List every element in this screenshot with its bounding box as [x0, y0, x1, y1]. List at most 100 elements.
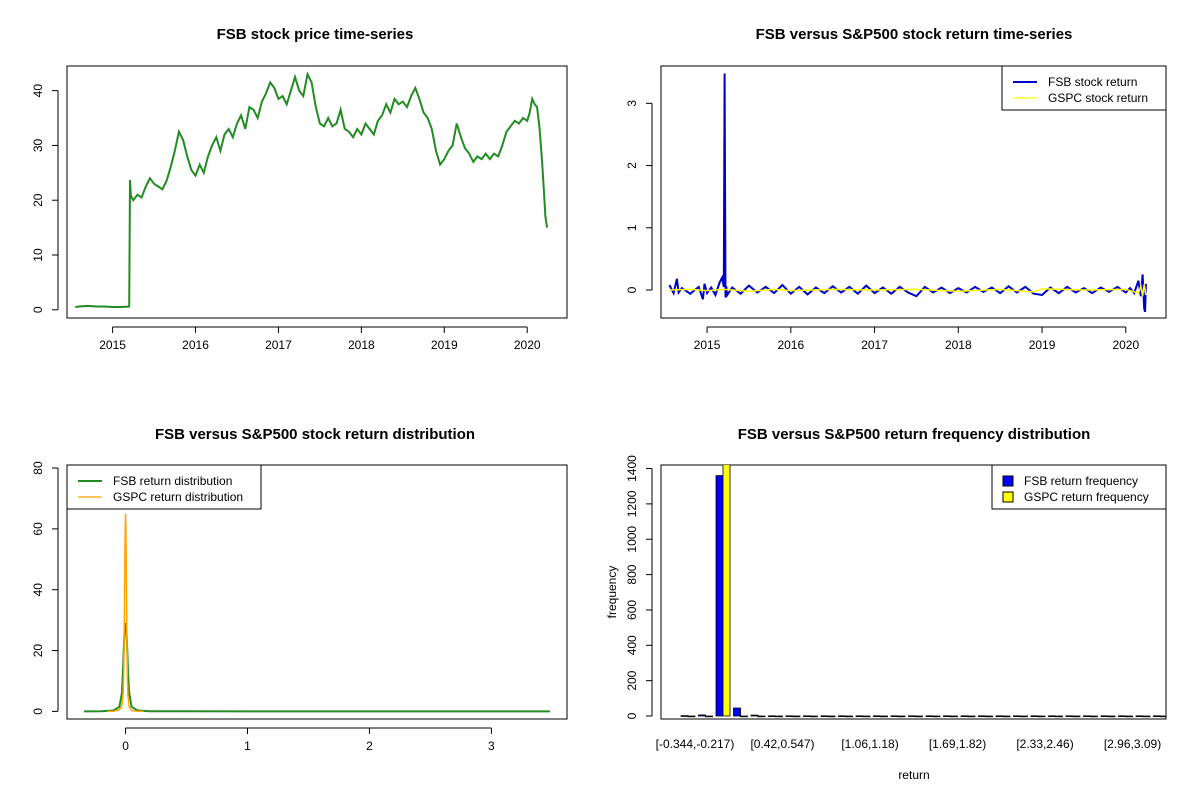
- bar-gspc: [915, 715, 923, 718]
- bar-fsb: [890, 715, 899, 718]
- y-tick-label: 40: [31, 84, 45, 98]
- legend-label: FSB stock return: [1048, 75, 1137, 89]
- x-axis: 2015 2016 2017 2018 2019 2020: [99, 326, 541, 352]
- chart-panel-2: FSB versus S&P500 stock return time-seri…: [625, 26, 1167, 352]
- bar-fsb: [750, 714, 759, 717]
- bar-gspc: [985, 715, 993, 718]
- x-tick-label: 2015: [99, 338, 126, 352]
- x-axis: 0 1 2 3: [122, 727, 495, 753]
- y-tick-label: 1400: [625, 455, 639, 482]
- bar-fsb: [768, 715, 776, 718]
- bar-fsb: [1065, 715, 1074, 718]
- chart-panel-3: FSB versus S&P500 stock return distribut…: [31, 426, 568, 753]
- x-tick-label: [2.96,3.09): [1104, 737, 1161, 751]
- y-tick-label: 40: [31, 583, 45, 597]
- legend-swatch: [1002, 491, 1014, 503]
- x-tick-label: 1: [244, 739, 251, 753]
- bar-gspc: [1196, 716, 1200, 717]
- bar-fsb: [960, 715, 969, 718]
- x-tick-label: 2018: [945, 338, 972, 352]
- y-tick-label: 200: [625, 670, 639, 690]
- y-tick-label: 30: [31, 138, 45, 152]
- bar-fsb: [978, 715, 986, 718]
- bar-fsb: [873, 715, 881, 718]
- y-tick-label: 10: [31, 248, 45, 262]
- bar-fsb: [803, 715, 811, 718]
- x-tick-label: [0.42,0.547): [750, 737, 814, 751]
- x-tick-label: 2019: [431, 338, 458, 352]
- series-line-1: [75, 71, 549, 308]
- bar-fsb: [1153, 715, 1161, 718]
- bar-gspc: [775, 715, 783, 718]
- bar-fsb: [1135, 715, 1144, 718]
- bar-fsb: [785, 715, 794, 718]
- x-tick-label: 2015: [694, 338, 721, 352]
- y-tick-label: 1200: [625, 490, 639, 517]
- x-axis: 2015 2016 2017 2018 2019 2020: [694, 326, 1139, 352]
- bar-gspc: [950, 715, 958, 718]
- bar-fsb: [733, 707, 741, 717]
- y-tick-label: 20: [31, 644, 45, 658]
- legend: FSB return frequency GSPC return frequenc…: [991, 464, 1167, 510]
- x-tick-label: 3: [488, 739, 495, 753]
- legend: FSB return distribution GSPC return distr…: [66, 464, 262, 510]
- legend-box: [66, 464, 262, 510]
- bar-gspc: [1020, 715, 1028, 718]
- series-line-1: [84, 623, 550, 713]
- legend: FSB stock return GSPC stock return: [1001, 65, 1167, 111]
- bar-fsb: [1118, 715, 1126, 718]
- bar-gspc: [757, 715, 766, 718]
- bar-gspc: [932, 715, 941, 718]
- x-tick-label: 2017: [861, 338, 888, 352]
- bar-fsb: [943, 715, 951, 718]
- bar-gspc: [827, 715, 836, 718]
- bar-fsb: [995, 715, 1004, 718]
- y-axis: 0 10 20 30 40: [31, 84, 59, 313]
- y-axis: 0 200 400 600 800 1000 1200 1400: [625, 455, 653, 719]
- y-tick-label: 1: [625, 224, 639, 231]
- y-tick-label: 20: [31, 193, 45, 207]
- bar-fsb: [1013, 715, 1021, 718]
- chart-title: FSB stock price time-series: [217, 26, 414, 43]
- series-line-2: [107, 513, 144, 713]
- bar-gspc: [1037, 715, 1046, 718]
- legend-label: FSB return frequency: [1024, 474, 1138, 488]
- bar-gspc: [1160, 715, 1166, 718]
- plot-frame: [660, 65, 1167, 319]
- plot-frame: [66, 464, 568, 720]
- legend-box: [991, 464, 1167, 510]
- legend-label: GSPC return distribution: [113, 490, 243, 504]
- y-tick-label: 800: [625, 564, 639, 584]
- legend-swatch: [1002, 475, 1014, 487]
- bar-fsb: [1171, 716, 1178, 717]
- bar-gspc: [1178, 716, 1185, 717]
- x-tick-label: 2019: [1029, 338, 1056, 352]
- x-tick-label: 2018: [348, 338, 375, 352]
- x-tick-label: [1.69,1.82): [929, 737, 986, 751]
- y-tick-label: 400: [625, 635, 639, 655]
- x-tick-label: 2: [366, 739, 373, 753]
- y-tick-label: 0: [31, 306, 45, 313]
- bars: [680, 465, 1200, 718]
- bar-gspc: [967, 715, 976, 718]
- bar-fsb: [1189, 716, 1196, 717]
- y-tick-label: 1000: [625, 526, 639, 553]
- x-tick-label: 0: [122, 739, 129, 753]
- bar-fsb: [855, 715, 864, 718]
- bar-gspc: [1055, 715, 1063, 718]
- bar-gspc: [1125, 715, 1133, 718]
- bar-gspc: [1072, 715, 1081, 718]
- y-tick-label: 60: [31, 522, 45, 536]
- bar-gspc: [687, 715, 696, 718]
- legend-box: [1001, 65, 1167, 111]
- legend-label: GSPC stock return: [1048, 91, 1148, 105]
- x-tick-label: 2016: [182, 338, 209, 352]
- bar-gspc: [740, 715, 748, 718]
- legend-label: FSB return distribution: [113, 474, 232, 488]
- y-axis: 0 20 40 60 80: [31, 461, 59, 715]
- bar-gspc: [897, 715, 906, 718]
- bar-gspc: [862, 715, 871, 718]
- plot-frame: [660, 464, 1167, 720]
